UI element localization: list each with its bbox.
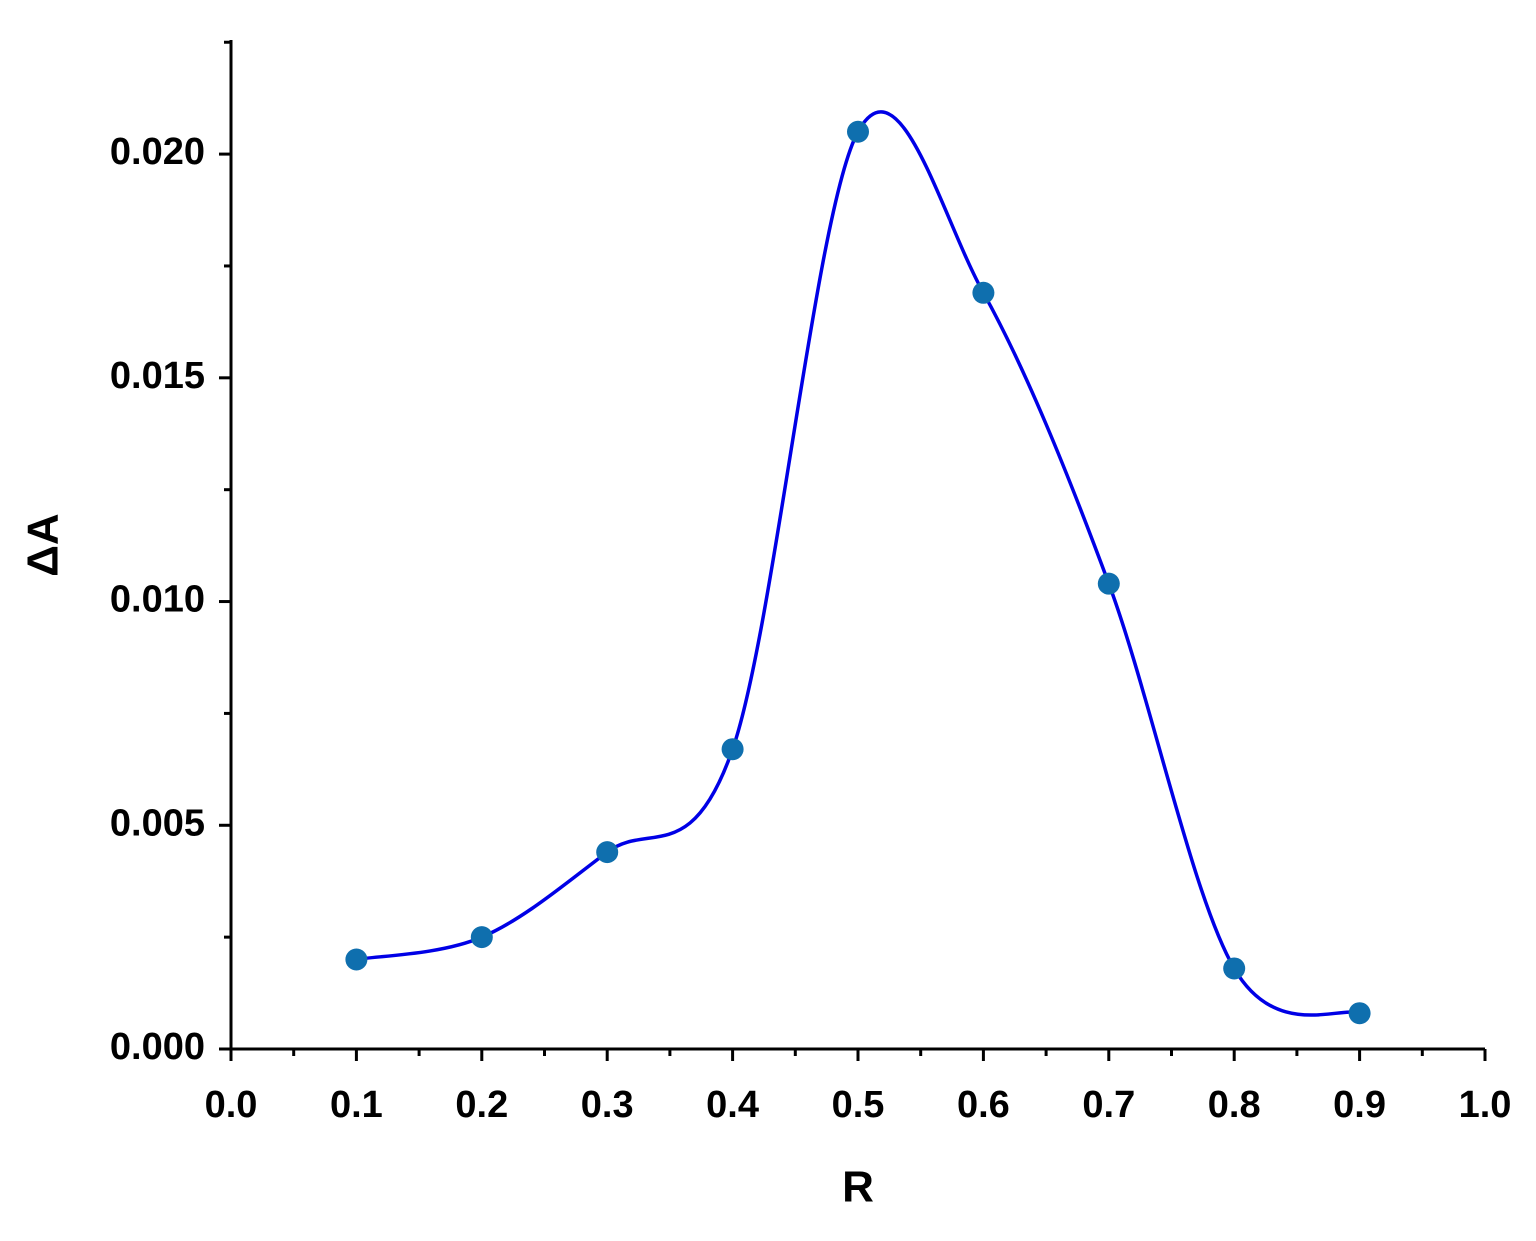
y-tick-label: 0.000 (110, 1026, 205, 1068)
x-tick-label: 0.8 (1208, 1084, 1261, 1126)
x-tick-label: 0.6 (957, 1084, 1010, 1126)
point (1348, 1002, 1371, 1025)
point (345, 948, 368, 971)
y-tick-label: 0.020 (110, 131, 205, 173)
point (1223, 957, 1246, 980)
x-axis-title: R (842, 1163, 874, 1212)
x-tick-label: 0.7 (1082, 1084, 1135, 1126)
line (356, 110, 1361, 1017)
point (972, 281, 995, 304)
point (847, 120, 869, 143)
point (596, 841, 619, 864)
x-tick-label: 0.1 (330, 1084, 383, 1126)
x-tick-label: 1.0 (1459, 1084, 1512, 1126)
x-tick-label: 0.2 (455, 1084, 508, 1126)
point (1097, 572, 1120, 595)
y-tick-label: 0.005 (110, 802, 205, 844)
point (721, 738, 744, 761)
y-tick-label: 0.015 (110, 355, 205, 397)
point (470, 926, 493, 949)
y-axis-title: ΔA (19, 513, 68, 576)
x-tick-label: 0.5 (832, 1084, 885, 1126)
x-tick-label: 0.9 (1333, 1084, 1386, 1126)
x-tick-label: 0.0 (205, 1084, 258, 1126)
x-tick-label: 0.3 (581, 1084, 634, 1126)
y-tick-label: 0.010 (110, 579, 205, 621)
x-tick-label: 0.4 (706, 1084, 759, 1126)
